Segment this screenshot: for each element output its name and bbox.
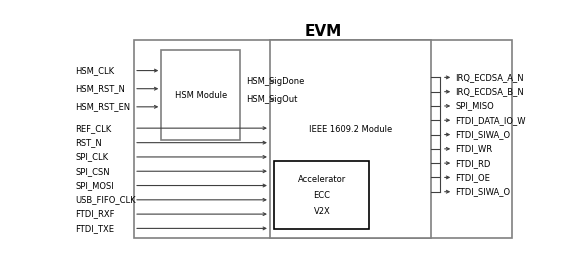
Text: HSM_SigDone: HSM_SigDone [246,77,304,86]
Text: HSM_RST_EN: HSM_RST_EN [75,102,130,111]
Text: REF_CLK: REF_CLK [75,124,112,133]
Text: IRQ_ECDSA_B_N: IRQ_ECDSA_B_N [456,87,524,96]
Text: FTDI_RXF: FTDI_RXF [75,210,115,219]
Text: V2X: V2X [314,207,331,216]
Bar [134,40,512,238]
Text: SPI_CSN: SPI_CSN [75,167,110,176]
Bar [274,161,370,229]
Text: HSM_RST_N: HSM_RST_N [75,84,125,93]
Text: FTDI_RD: FTDI_RD [456,159,491,168]
Text: SPI_MOSI: SPI_MOSI [75,181,114,190]
Bar [161,50,241,140]
Text: IEEE 1609.2 Module: IEEE 1609.2 Module [308,125,392,134]
Text: HSM_CLK: HSM_CLK [75,66,114,75]
Text: EVM: EVM [304,24,342,39]
Text: Accelerator: Accelerator [298,175,346,184]
Text: SPI_CLK: SPI_CLK [75,152,109,161]
Bar [270,40,430,238]
Text: IRQ_ECDSA_A_N: IRQ_ECDSA_A_N [456,73,524,82]
Text: FTDI_DATA_IO_W: FTDI_DATA_IO_W [456,116,526,125]
Text: HSM_SigOut: HSM_SigOut [246,95,297,104]
Text: FTDI_SIWA_O: FTDI_SIWA_O [456,187,510,196]
Text: FTDI_WR: FTDI_WR [456,144,492,153]
Text: FTDI_SIWA_O: FTDI_SIWA_O [456,130,510,139]
Text: SPI_MISO: SPI_MISO [456,101,494,111]
Text: HSM Module: HSM Module [175,91,227,100]
Text: ECC: ECC [314,191,331,200]
Text: FTDI_TXE: FTDI_TXE [75,224,114,233]
Text: RST_N: RST_N [75,138,102,147]
Text: USB_FIFO_CLK: USB_FIFO_CLK [75,195,136,204]
Text: FTDI_OE: FTDI_OE [456,173,491,182]
